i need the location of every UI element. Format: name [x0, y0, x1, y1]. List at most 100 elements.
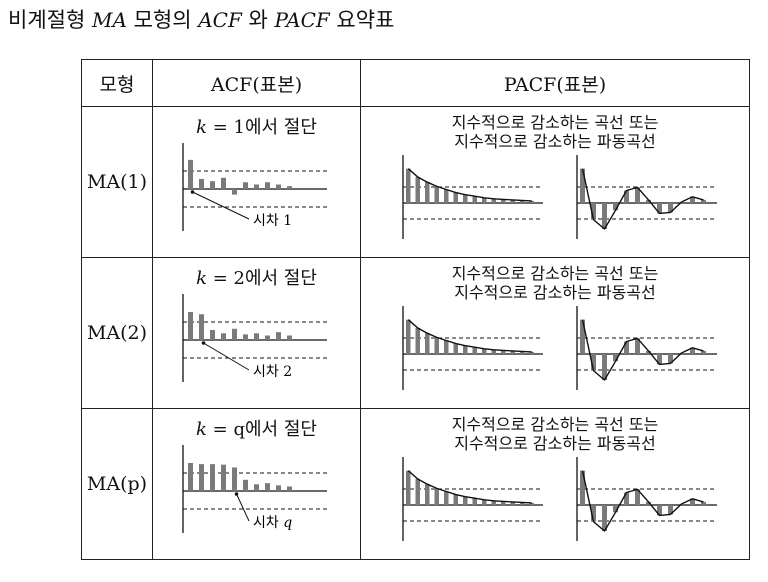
pacf-desc-line2: 지수적으로 감소하는 파동곡선: [454, 434, 656, 453]
pacf-bar: [425, 484, 430, 505]
pacf-bar: [406, 168, 411, 203]
lag-label: 시차 1: [253, 213, 292, 229]
lag-pointer-dot: [234, 492, 239, 496]
acf-bar: [243, 479, 248, 491]
summary-table: 모형 ACF(표본) PACF(표본) MA(1) k = 1에서 절단 시차 …: [81, 59, 750, 560]
pacf-bar: [491, 198, 496, 203]
pacf-bar: [463, 194, 468, 203]
lag-pointer-dot: [201, 341, 206, 345]
pacf-desc-line2: 지수적으로 감소하는 파동곡선: [454, 132, 656, 151]
pacf-bar: [690, 498, 695, 505]
pacf-bar: [657, 505, 662, 516]
model-name: MA(1): [81, 106, 153, 258]
acf-bar: [188, 463, 193, 491]
header-row: 모형 ACF(표본) PACF(표본): [81, 59, 750, 107]
acf-plot: 시차 q: [182, 445, 327, 533]
pacf-bar: [406, 319, 411, 354]
title-mid2: 와: [241, 8, 275, 32]
acf-cutoff-label: k = q에서 절단: [153, 415, 360, 441]
pacf-bar: [406, 470, 411, 505]
pacf-bar: [491, 500, 496, 505]
table-row: MA(p) k = q에서 절단 시차 q 지수적으로 감소하는 곡선 또는 지수…: [81, 408, 750, 560]
lag-value: 2: [283, 364, 292, 380]
acf-bar: [232, 328, 237, 340]
lag-prefix: 시차: [253, 515, 283, 531]
pacf-bar: [624, 492, 629, 505]
pacf-bar: [510, 199, 515, 203]
pacf-decay-curve: [407, 319, 532, 353]
pacf-bar: [482, 197, 487, 203]
pacf-decay-plot: [402, 306, 543, 390]
pacf-bar: [580, 168, 585, 203]
pacf-bar: [701, 501, 706, 505]
acf-plot: 시차 2: [182, 294, 327, 382]
lag-pointer: [203, 342, 250, 371]
pacf-bar: [591, 505, 596, 522]
pacf-description: 지수적으로 감소하는 곡선 또는 지수적으로 감소하는 파동곡선: [361, 113, 749, 151]
lag-prefix: 시차: [253, 364, 283, 380]
acf-bar: [254, 484, 259, 491]
pacf-bar: [453, 494, 458, 505]
pacf-bar: [613, 354, 618, 362]
acf-bar: [199, 178, 204, 189]
pacf-bar: [624, 341, 629, 354]
pacf-bar: [472, 196, 477, 203]
pacf-bar: [602, 203, 607, 229]
pacf-bar: [635, 338, 640, 354]
acf-bar: [232, 467, 237, 491]
cond-k: k: [196, 117, 207, 138]
pacf-bar: [472, 347, 477, 354]
pacf-bar: [463, 345, 468, 354]
cond-k: k: [196, 419, 207, 440]
acf-bar: [199, 314, 204, 340]
lag-prefix: 시차: [253, 213, 283, 229]
pacf-bar: [591, 203, 596, 220]
title-pacf: PACF: [274, 8, 330, 32]
pacf-bar: [520, 351, 525, 354]
pacf-desc-line1: 지수적으로 감소하는 곡선 또는: [451, 264, 659, 283]
pacf-desc-line1: 지수적으로 감소하는 곡선 또는: [451, 415, 659, 434]
pacf-bar: [434, 488, 439, 505]
pacf-decay-plot: [402, 155, 543, 239]
pacf-bar: [635, 489, 640, 505]
lag-label: 시차 2: [253, 364, 292, 380]
lag-label: 시차 q: [253, 515, 292, 531]
header-acf: ACF(표본): [152, 59, 361, 107]
pacf-wave-curve: [581, 319, 704, 381]
pacf-decay-curve: [407, 470, 532, 504]
title-prefix: 비계절형: [8, 8, 92, 32]
pacf-decay-curve: [407, 168, 532, 202]
pacf-bar: [529, 502, 534, 505]
table-row: MA(2) k = 2에서 절단 시차 2 지수적으로 감소하는 곡선 또는 지수…: [81, 257, 750, 409]
header-model: 모형: [81, 59, 153, 107]
cond-eq: = 1: [206, 117, 245, 138]
title-mid1: 모형의: [126, 8, 199, 32]
acf-bar: [221, 464, 226, 491]
acf-bar: [287, 335, 292, 340]
acf-bar: [265, 335, 270, 340]
pacf-bar: [646, 501, 651, 505]
pacf-bar: [501, 501, 506, 505]
pacf-bar: [613, 505, 618, 513]
acf-bar: [265, 182, 270, 189]
acf-bar: [210, 464, 215, 491]
pacf-bar: [591, 354, 596, 371]
pacf-bar: [520, 502, 525, 505]
lag-pointer: [236, 493, 250, 522]
pacf-desc-line1: 지수적으로 감소하는 곡선 또는: [451, 113, 659, 132]
pacf-bar: [529, 200, 534, 203]
acf-bar: [243, 182, 248, 189]
acf-bar: [221, 177, 226, 189]
pacf-bar: [491, 349, 496, 354]
pacf-wave-curve: [581, 168, 704, 230]
acf-bar: [254, 333, 259, 340]
acf-bar: [210, 181, 215, 189]
pacf-description: 지수적으로 감소하는 곡선 또는 지수적으로 감소하는 파동곡선: [361, 415, 749, 453]
pacf-bar: [482, 348, 487, 354]
pacf-bar: [463, 496, 468, 505]
acf-cell: k = 1에서 절단 시차 1: [152, 106, 361, 258]
pacf-bar: [613, 203, 618, 211]
pacf-bar: [624, 190, 629, 203]
pacf-bar: [415, 328, 420, 354]
pacf-bar: [444, 491, 449, 505]
